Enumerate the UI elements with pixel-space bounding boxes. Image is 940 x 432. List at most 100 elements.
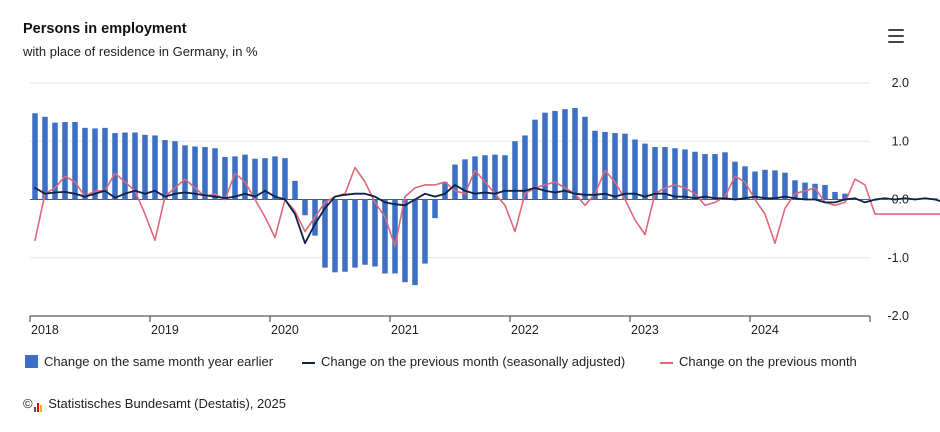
bar: [782, 172, 788, 200]
series-line-seasonally-adjusted: [34, 183, 940, 245]
bar: [332, 199, 338, 273]
bar: [72, 122, 78, 200]
hamburger-menu-icon[interactable]: [884, 26, 908, 46]
x-tick-label: 2018: [31, 323, 59, 337]
bar: [292, 180, 298, 200]
copyright-symbol: ©: [23, 396, 33, 411]
x-tick-label: 2020: [271, 323, 299, 337]
bar: [572, 108, 578, 200]
bar: [562, 109, 568, 200]
bar: [522, 135, 528, 200]
bar: [862, 199, 868, 200]
bar: [462, 159, 468, 200]
bar: [482, 155, 488, 200]
bar: [192, 146, 198, 200]
bar: [822, 184, 828, 200]
bar: [132, 132, 138, 200]
bar: [812, 183, 818, 200]
bar: [392, 199, 398, 274]
x-tick-label: 2022: [511, 323, 539, 337]
bar: [252, 158, 258, 200]
bar: [182, 145, 188, 200]
bar: [272, 156, 278, 200]
bar: [122, 132, 128, 200]
bar: [212, 148, 218, 200]
bar: [552, 110, 558, 200]
bar: [322, 199, 328, 268]
x-tick-label: 2021: [391, 323, 419, 337]
bar: [162, 140, 168, 200]
bar: [632, 139, 638, 200]
bar: [652, 147, 658, 200]
bar: [642, 143, 648, 200]
bar: [492, 154, 498, 200]
bar: [52, 122, 58, 200]
bar: [92, 128, 98, 200]
destatis-logo: [33, 397, 43, 412]
source-text: Statistisches Bundesamt (Destatis), 2025: [48, 396, 286, 411]
bar: [282, 158, 288, 200]
bar: [302, 199, 308, 216]
y-tick-label: -2.0: [887, 309, 909, 323]
bar: [512, 141, 518, 200]
bar: [62, 122, 68, 200]
bar: [602, 131, 608, 200]
bar: [342, 199, 348, 272]
chart-title: Persons in employment: [23, 21, 187, 37]
bar: [432, 199, 438, 219]
bar: [402, 199, 408, 283]
bar: [762, 169, 768, 200]
bar: [442, 182, 448, 200]
bar: [412, 199, 418, 286]
bar: [772, 170, 778, 200]
bar: [222, 156, 228, 200]
legend-label-yoy: Change on the same month year earlier: [44, 354, 274, 369]
bar: [792, 180, 798, 200]
bar: [842, 193, 848, 200]
bar: [532, 119, 538, 200]
bar: [692, 151, 698, 200]
bar: [612, 133, 618, 200]
bar: [662, 147, 668, 200]
series-line-previous-month: [34, 166, 940, 247]
legend-bar-symbol: [25, 355, 38, 368]
bar: [832, 191, 838, 200]
y-tick-label: -1.0: [887, 251, 909, 265]
bar: [382, 199, 388, 274]
bar: [722, 152, 728, 200]
bar: [582, 116, 588, 200]
bar: [502, 155, 508, 200]
bar: [452, 164, 458, 200]
source-credit: © Statistisches Bundesamt (Destatis), 20…: [23, 396, 286, 412]
x-tick-label: 2023: [631, 323, 659, 337]
bar: [592, 130, 598, 200]
bar: [852, 199, 858, 200]
legend-line-dark-symbol: [302, 362, 315, 364]
bar: [32, 113, 38, 200]
bar: [712, 154, 718, 200]
bar: [542, 112, 548, 200]
bar: [42, 116, 48, 200]
bar: [882, 199, 888, 200]
bar: [752, 171, 758, 200]
bar: [702, 154, 708, 200]
bar: [242, 154, 248, 200]
bar: [622, 133, 628, 200]
bar: [232, 156, 238, 200]
bar: [112, 133, 118, 200]
bar: [472, 156, 478, 200]
bar: [372, 199, 378, 267]
bar: [422, 199, 428, 264]
bar: [682, 149, 688, 200]
bar: [102, 127, 108, 200]
legend-label-sa: Change on the previous month (seasonally…: [321, 354, 626, 369]
x-tick-label: 2019: [151, 323, 179, 337]
y-tick-label: 1.0: [892, 134, 909, 148]
bar: [82, 127, 88, 200]
bar: [672, 148, 678, 200]
bar: [352, 199, 358, 268]
y-tick-label: 2.0: [892, 76, 909, 90]
bar: [202, 147, 208, 200]
bar: [172, 141, 178, 200]
